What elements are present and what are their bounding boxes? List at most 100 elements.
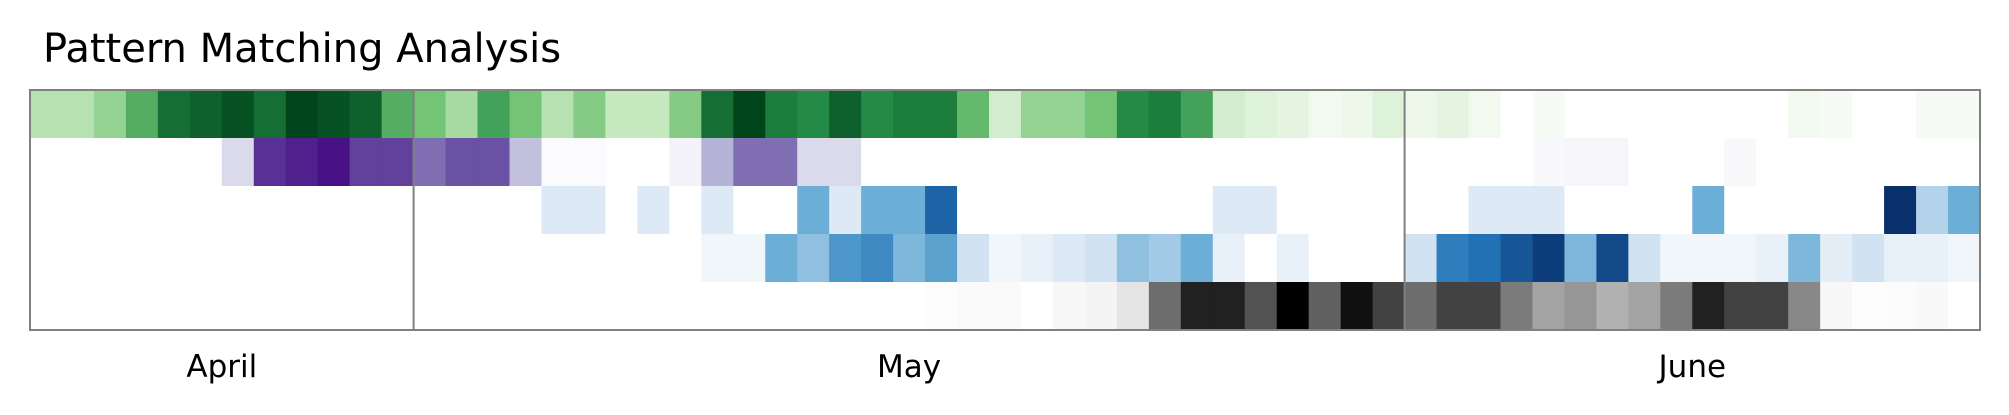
heatmap-cell xyxy=(349,138,383,187)
heatmap-cell xyxy=(1340,234,1374,283)
heatmap-frame xyxy=(29,89,1981,331)
heatmap-cell xyxy=(1820,282,1853,331)
heatmap-cell xyxy=(1436,90,1470,139)
heatmap-cell xyxy=(477,234,511,283)
heatmap-cell xyxy=(957,138,990,187)
heatmap-cell xyxy=(637,90,670,139)
heatmap-cell xyxy=(1692,234,1725,283)
heatmap-cell xyxy=(1276,186,1310,235)
heatmap-cell xyxy=(61,138,95,187)
heatmap-cell xyxy=(573,138,607,187)
heatmap-cell xyxy=(1052,90,1086,139)
heatmap-cell xyxy=(1020,186,1054,235)
heatmap-cell xyxy=(1660,90,1693,139)
heatmap-cell xyxy=(1852,186,1885,235)
heatmap-cell xyxy=(317,90,351,139)
heatmap-cell xyxy=(1660,282,1693,331)
heatmap-cell xyxy=(1212,90,1246,139)
heatmap-cell xyxy=(1148,138,1182,187)
heatmap-cell xyxy=(221,138,255,187)
heatmap-cell xyxy=(253,90,287,139)
heatmap-cell xyxy=(509,234,543,283)
chart-title: Pattern Matching Analysis xyxy=(43,26,561,72)
heatmap-cell xyxy=(1500,90,1534,139)
heatmap-cell xyxy=(477,138,511,187)
heatmap-cell xyxy=(1692,282,1725,331)
heatmap-cell xyxy=(413,138,447,187)
heatmap-cell xyxy=(797,282,830,331)
heatmap-cell xyxy=(1532,282,1566,331)
heatmap-cell xyxy=(317,138,351,187)
heatmap-cell xyxy=(285,234,319,283)
heatmap-cell xyxy=(701,186,734,235)
heatmap-cell xyxy=(317,282,351,331)
heatmap-cell xyxy=(1564,282,1597,331)
heatmap-cell xyxy=(1884,90,1917,139)
heatmap-cell xyxy=(381,282,415,331)
heatmap-cell xyxy=(1660,186,1693,235)
heatmap-cell xyxy=(1660,138,1693,187)
heatmap-cell xyxy=(1244,282,1278,331)
heatmap-cell xyxy=(733,138,766,187)
heatmap-cell xyxy=(957,186,990,235)
heatmap-cell xyxy=(61,90,95,139)
heatmap-cell xyxy=(669,138,702,187)
heatmap-cell xyxy=(1660,234,1693,283)
heatmap-cell xyxy=(1308,282,1342,331)
heatmap-cell xyxy=(1724,90,1757,139)
heatmap-cell xyxy=(1692,90,1725,139)
heatmap-cell xyxy=(1948,138,1981,187)
heatmap-cell xyxy=(1916,138,1949,187)
heatmap-cell xyxy=(381,234,415,283)
heatmap-cell xyxy=(1468,186,1502,235)
heatmap-cell xyxy=(1628,234,1661,283)
heatmap-cell xyxy=(1276,234,1310,283)
heatmap-cell xyxy=(285,186,319,235)
heatmap-cell xyxy=(573,234,607,283)
heatmap-cell xyxy=(157,90,191,139)
heatmap-cell xyxy=(1404,138,1438,187)
heatmap-cell xyxy=(1276,90,1310,139)
heatmap-cell xyxy=(1116,90,1150,139)
heatmap-cell xyxy=(413,234,447,283)
heatmap-cell xyxy=(1500,186,1534,235)
heatmap-cell xyxy=(1468,282,1502,331)
heatmap-cell xyxy=(1788,138,1821,187)
heatmap-cell xyxy=(221,282,255,331)
heatmap-cell xyxy=(861,186,894,235)
heatmap-cell xyxy=(61,234,95,283)
heatmap-cell xyxy=(797,90,830,139)
heatmap-cell xyxy=(1340,138,1374,187)
heatmap-cell xyxy=(1756,282,1789,331)
heatmap-cell xyxy=(957,234,990,283)
heatmap-cell xyxy=(701,90,734,139)
heatmap-cell xyxy=(701,234,734,283)
heatmap-cell xyxy=(797,138,830,187)
heatmap-cell xyxy=(1084,138,1118,187)
heatmap-cell xyxy=(893,138,926,187)
heatmap-cell xyxy=(669,186,702,235)
heatmap-cell xyxy=(1788,282,1821,331)
heatmap-cell xyxy=(93,90,127,139)
heatmap-cell xyxy=(1180,282,1214,331)
heatmap-cell xyxy=(1628,186,1661,235)
heatmap-cell xyxy=(1404,186,1438,235)
heatmap-cell xyxy=(605,90,638,139)
heatmap-cell xyxy=(893,90,926,139)
heatmap-cell xyxy=(189,90,223,139)
heatmap-cell xyxy=(1468,138,1502,187)
heatmap-cell xyxy=(989,282,1022,331)
heatmap-cell xyxy=(733,90,766,139)
heatmap-cell xyxy=(1180,138,1214,187)
heatmap-cell xyxy=(829,234,862,283)
heatmap-cell xyxy=(125,186,159,235)
heatmap-cell xyxy=(1180,234,1214,283)
heatmap-cell xyxy=(1596,282,1629,331)
heatmap-cell xyxy=(30,234,63,283)
heatmap-cell xyxy=(1756,186,1789,235)
heatmap-cell xyxy=(861,282,894,331)
heatmap-cell xyxy=(1500,234,1534,283)
heatmap-cell xyxy=(1148,282,1182,331)
heatmap-cell xyxy=(30,138,63,187)
heatmap-cell xyxy=(1084,282,1118,331)
